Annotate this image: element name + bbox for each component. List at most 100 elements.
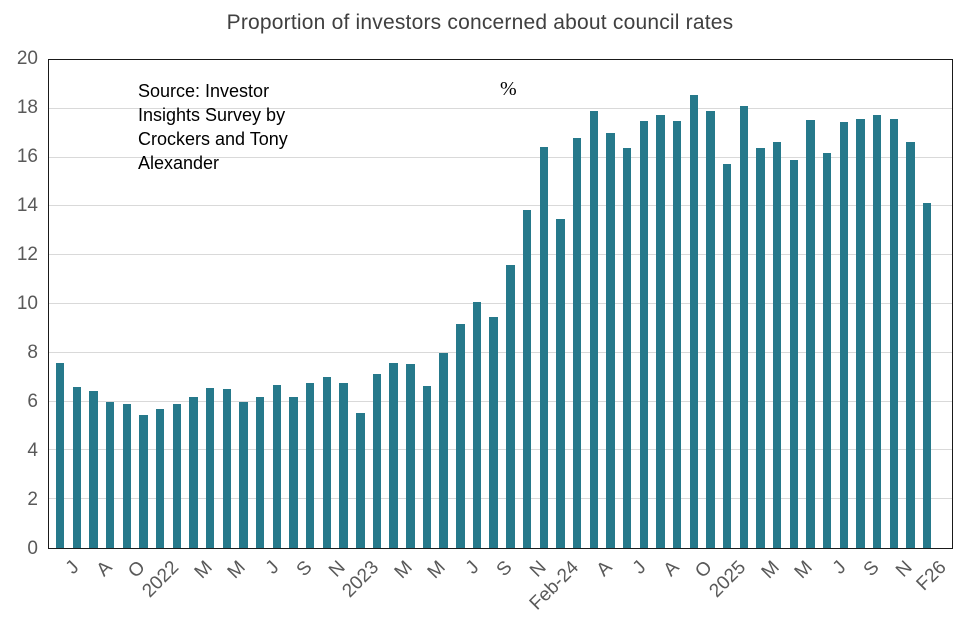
bar-22 [422,385,432,548]
gridline-6 [49,400,952,402]
bar-48 [856,118,865,548]
x-tick-label-24: S [859,557,884,581]
bar-11 [239,401,248,548]
bar-39 [706,111,715,548]
y-tick-label-10: 10 [16,293,38,314]
bar-9 [206,388,215,548]
bar-20 [389,362,398,548]
bar-33 [606,133,615,548]
y-tick-label-2: 2 [27,489,38,510]
bar-43 [772,141,782,548]
source-line-1: Insights Survey by [138,105,286,125]
bar-29 [539,146,548,548]
bar-50 [889,118,899,548]
x-tick-label-13: S [492,557,517,581]
bar-10 [222,389,232,548]
bar-26 [489,317,498,548]
x-tick-label-12: J [461,557,484,579]
x-tick-label-10: M [390,557,417,584]
x-tick-label-3: 2022 [138,557,184,602]
y-tick-label-16: 16 [16,146,38,167]
gridline-18 [49,107,952,109]
bar-41 [739,106,748,548]
bar-47 [839,122,849,548]
bar-15 [306,383,315,548]
x-tick-label-18: A [659,557,684,581]
bar-46 [822,152,832,548]
plot-area: Source: Investor Insights Survey by Crocke… [48,59,953,549]
y-tick-label-6: 6 [27,391,38,412]
gridline-12 [49,254,952,256]
source-line-0: Source: Investor [138,81,270,101]
bar-42 [756,147,765,548]
bar-8 [189,396,198,548]
gridline-4 [49,449,952,451]
bar-12 [256,396,265,548]
x-tick-label-1: A [92,557,117,581]
bar-36 [656,114,665,548]
y-tick-label-8: 8 [27,342,38,363]
bar-6 [156,408,165,548]
gridline-14 [49,205,952,207]
x-tick-label-11: M [424,557,451,584]
bar-13 [272,384,282,548]
y-tick-label-20: 20 [16,48,38,69]
x-tick-label-7: S [292,557,317,581]
source-line-2: Crockers and Tony [138,129,288,149]
x-tick-label-22: M [790,557,817,584]
y-tick-label-12: 12 [16,244,38,265]
y-tick-label-0: 0 [27,538,38,559]
bar-34 [622,147,632,548]
source-note: Source: Investor Insights Survey by Crocke… [138,79,288,175]
x-tick-label-21: M [757,557,784,584]
bar-31 [572,138,582,548]
source-line-3: Alexander [138,153,220,173]
gridline-8 [49,351,952,353]
x-tick-label-23: J [828,557,851,579]
x-tick-label-20: 2025 [705,557,751,602]
bar-3 [106,401,115,548]
bar-27 [506,264,515,548]
bar-37 [672,121,682,548]
bar-23 [439,352,448,548]
bar-14 [289,396,298,548]
bar-32 [589,111,598,548]
x-tick-label-17: J [628,557,651,579]
bar-1 [72,386,82,548]
bar-51 [906,141,915,548]
bar-17 [339,383,348,548]
bar-2 [89,390,98,548]
bar-52 [922,202,932,548]
unit-label: % [500,78,517,100]
x-tick-label-0: J [61,557,84,579]
bar-28 [522,210,532,548]
y-tick-label-4: 4 [27,440,38,461]
bar-30 [556,218,565,548]
x-tick-label-16: A [592,557,617,581]
gridline-16 [49,156,952,158]
bar-35 [639,121,648,548]
gridline-2 [49,498,952,500]
bar-21 [406,363,415,548]
x-tick-label-26: F26 [912,557,951,596]
chart-title: Proportion of investors concerned about … [226,11,734,34]
bar-18 [356,412,365,548]
bar-0 [56,362,65,548]
bar-44 [789,160,798,548]
bar-40 [722,163,732,548]
bar-38 [689,95,698,548]
gridline-10 [49,303,952,304]
bar-16 [322,377,332,548]
bar-5 [139,415,148,548]
bar-25 [472,301,482,548]
bar-4 [122,404,132,548]
y-tick-label-14: 14 [16,195,38,216]
x-tick-label-5: M [223,557,250,584]
x-tick-label-4: M [190,557,217,584]
bar-7 [172,404,182,548]
bar-45 [806,119,815,548]
bar-24 [456,323,465,548]
bar-19 [372,373,382,548]
bar-49 [872,114,882,548]
